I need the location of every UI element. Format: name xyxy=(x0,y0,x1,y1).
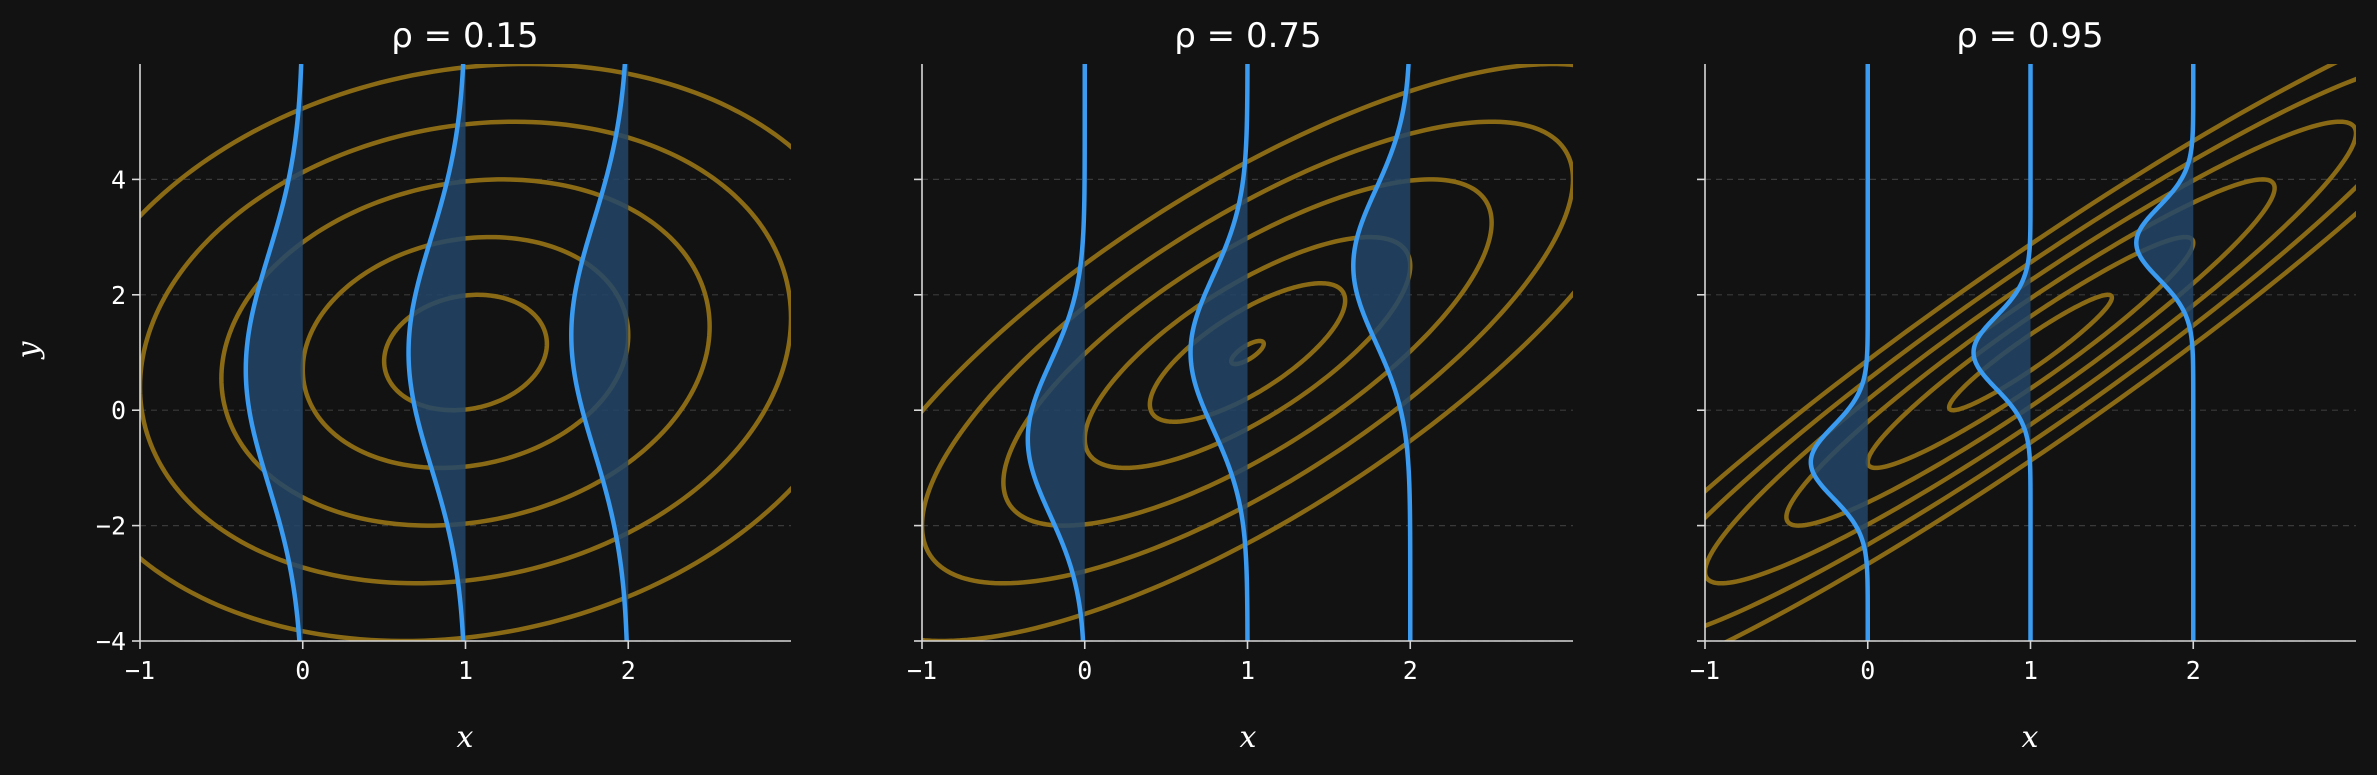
contour-ellipse xyxy=(922,64,1573,641)
x-tick-label: −1 xyxy=(907,656,937,685)
y-axis-label: y xyxy=(11,340,46,360)
conditional-density-curve xyxy=(1351,64,1413,641)
conditional-density-curve xyxy=(1188,64,1250,641)
conditional-fill xyxy=(245,64,303,641)
y-tick-label: 0 xyxy=(111,396,126,425)
x-tick-label: 2 xyxy=(2186,656,2201,685)
contour-ellipse xyxy=(140,64,791,641)
conditional-density-curve xyxy=(2134,64,2196,641)
x-tick-label: 1 xyxy=(1240,656,1255,685)
contour-ellipse xyxy=(1001,177,1494,528)
conditional-fill xyxy=(571,64,629,641)
conditional-density-curve xyxy=(1971,64,2033,641)
plot-area: −1 0 1 2 xyxy=(1690,64,2356,685)
y-tick-label: −2 xyxy=(96,512,126,541)
panel-rho-0-75: ρ = 0.75 x −1 0 1 2 xyxy=(907,16,1573,755)
x-tick-label: −1 xyxy=(125,656,155,685)
x-axis-label: x xyxy=(1240,720,1257,755)
conditional-fill xyxy=(1190,64,1248,641)
plot-area: −1 0 1 2 −4 −2 0 2 4 xyxy=(96,64,791,685)
x-tick-label: 0 xyxy=(1077,656,1092,685)
panel-rho-0-95: ρ = 0.95 x −1 0 1 2 xyxy=(1690,16,2356,755)
y-tick-label: 2 xyxy=(111,281,126,310)
conditional-fill xyxy=(1973,64,2031,641)
conditional-density-curve xyxy=(1808,64,1870,641)
x-axis-label: x xyxy=(457,720,474,755)
conditional-density-curve xyxy=(569,64,629,641)
plot-area: −1 0 1 2 xyxy=(907,64,1573,685)
x-tick-label: 1 xyxy=(2023,656,2038,685)
x-tick-label: 1 xyxy=(458,656,473,685)
contour-ellipse xyxy=(381,292,550,413)
contour-ellipse xyxy=(219,177,712,528)
panel-title: ρ = 0.15 xyxy=(391,16,538,56)
x-axis-label: x xyxy=(2022,720,2039,755)
contour-ellipse xyxy=(1147,281,1348,424)
x-tick-label: 2 xyxy=(621,656,636,685)
conditional-density-curve xyxy=(406,64,466,641)
contour-ellipse xyxy=(1705,64,2356,641)
conditional-density-curve xyxy=(243,64,304,641)
conditional-fill xyxy=(1810,64,1868,641)
conditional-fill xyxy=(408,64,466,641)
panel-title: ρ = 0.75 xyxy=(1174,16,1321,56)
conditional-fill xyxy=(2136,64,2194,641)
y-tick-label: −4 xyxy=(96,627,126,656)
x-tick-label: 2 xyxy=(1403,656,1418,685)
conditional-density-curve xyxy=(1025,64,1087,641)
panel-rho-0-15: ρ = 0.15 x y −1 0 1 2 −4 −2 0 2 4 xyxy=(11,16,791,755)
panel-title: ρ = 0.95 xyxy=(1956,16,2103,56)
x-tick-label: −1 xyxy=(1690,656,1720,685)
x-tick-label: 0 xyxy=(1860,656,1875,685)
contour-ellipse xyxy=(1946,292,2115,413)
x-tick-label: 0 xyxy=(295,656,310,685)
contour-ellipse xyxy=(1705,76,2356,629)
y-tick-label: 4 xyxy=(111,165,126,194)
